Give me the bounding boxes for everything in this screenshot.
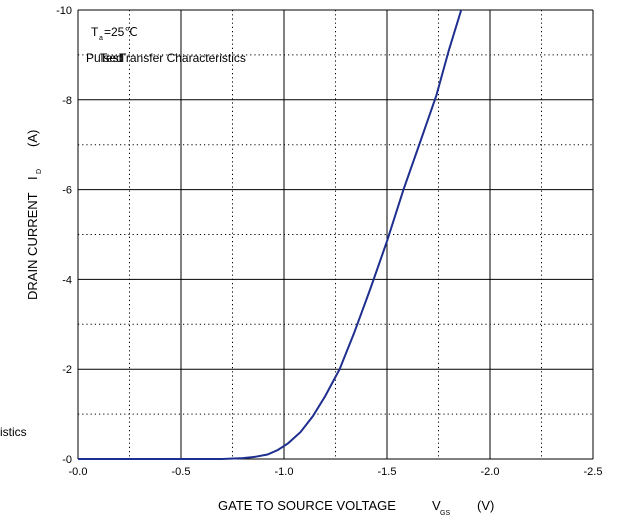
x-tick-label: -0.5 (172, 466, 191, 478)
x-tick-label: -2.5 (584, 466, 603, 478)
y-axis-subscript: D (36, 169, 43, 174)
x-tick-labels: -0.0 -0.5 -1.0 -1.5 -2.0 -2.5 (69, 466, 603, 478)
y-tick-label: -8 (62, 95, 72, 107)
y-tick-label: -0 (62, 454, 72, 466)
y-tick-labels: -0 -2 -4 -6 -8 -10 (56, 5, 72, 466)
y-axis-symbol: I (25, 176, 40, 180)
annotation-ta-value: =25℃ (104, 25, 138, 39)
y-axis-unit: (A) (25, 130, 40, 147)
annotation-ta-symbol: T (91, 25, 99, 39)
x-axis-subscript: GS (440, 510, 450, 517)
grid-major (77, 9, 594, 460)
annotation-title: Transfer Characteristics (119, 51, 246, 65)
annotation-pulsed: Pulsed (86, 51, 123, 65)
x-tick-label: -1.0 (275, 466, 294, 478)
y-tick-label: -2 (62, 364, 72, 376)
x-tick-label: -1.5 (378, 466, 397, 478)
annotation-ta-subscript: a (99, 35, 103, 42)
x-axis-label: GATE TO SOURCE VOLTAGE (218, 498, 396, 513)
y-tick-label: -10 (56, 5, 72, 17)
x-tick-label: -2.0 (481, 466, 500, 478)
grid-minor (78, 10, 593, 459)
annotation-test: Test (100, 51, 123, 65)
x-tick-label: -0.0 (69, 466, 88, 478)
series-line (78, 9, 463, 460)
y-tick-label: -4 (62, 274, 72, 286)
clipped-left-text: istics (0, 425, 27, 439)
x-axis-symbol: V (432, 498, 441, 513)
y-axis-label: DRAIN CURRENT (25, 192, 40, 300)
x-axis-unit: (V) (477, 498, 494, 513)
y-tick-label: -6 (62, 185, 72, 197)
